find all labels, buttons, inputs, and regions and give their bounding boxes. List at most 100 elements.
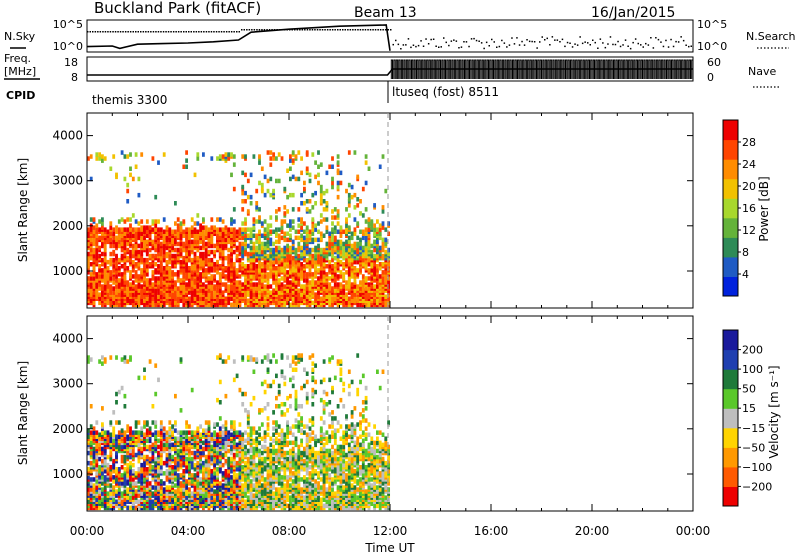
power-cell <box>115 229 118 234</box>
power-cell <box>255 188 259 194</box>
nsearch-dot <box>102 31 104 33</box>
power-cell <box>283 245 287 251</box>
nsearch-dot <box>566 41 569 44</box>
power-cell <box>333 229 337 234</box>
velocity-cell <box>182 469 186 474</box>
power-cell <box>300 225 304 230</box>
nsearch-dot <box>172 31 175 33</box>
power-cell <box>95 233 99 238</box>
velocity-cell <box>115 450 118 456</box>
colorbar-tick-label: 28 <box>742 136 756 149</box>
power-cell <box>291 282 295 287</box>
power-cell <box>266 178 270 184</box>
velocity-cell <box>148 481 152 486</box>
velocity-cell <box>151 503 155 509</box>
power-cell <box>308 272 312 277</box>
power-cell <box>283 237 287 243</box>
power-cell <box>314 237 318 243</box>
power-cell <box>168 227 172 232</box>
velocity-cell <box>129 495 132 500</box>
nsearch-dot <box>397 43 400 46</box>
velocity-cell <box>174 446 177 452</box>
velocity-cell <box>145 428 149 433</box>
power-cell <box>260 186 264 192</box>
nsearch-dot <box>642 46 644 48</box>
power-cell <box>308 233 312 238</box>
power-cell <box>308 172 312 178</box>
power-cell <box>280 235 284 241</box>
power-cell <box>207 227 211 232</box>
nsearch-dot <box>662 45 665 48</box>
power-cell <box>196 255 200 261</box>
power-cell <box>92 276 96 281</box>
power-cell <box>176 217 180 222</box>
power-cell <box>123 286 127 291</box>
power-cell <box>300 170 304 176</box>
power-cell <box>350 262 354 267</box>
power-cell <box>384 237 388 243</box>
velocity-cell <box>134 452 138 458</box>
power-cell <box>188 266 191 271</box>
power-cell <box>159 227 163 232</box>
power-cell <box>263 192 267 198</box>
power-cell <box>333 207 337 212</box>
power-cbar-label: Power [dB] <box>757 176 771 241</box>
power-cell <box>227 259 231 265</box>
power-cell <box>134 231 138 236</box>
power-cell <box>297 253 301 259</box>
power-cell <box>347 270 351 275</box>
colorbar-tick-label: 12 <box>742 224 756 237</box>
nsearch-dot <box>571 46 574 48</box>
velocity-cell <box>143 462 146 468</box>
power-cell <box>101 225 104 230</box>
power-cell <box>106 294 110 299</box>
velocity-cell <box>159 440 163 446</box>
nsearch-dot <box>362 29 364 31</box>
velocity-cell <box>120 385 124 391</box>
power-cell <box>311 278 315 283</box>
velocity-cell <box>126 487 130 492</box>
velocity-cell <box>95 485 99 490</box>
power-cell <box>131 280 135 285</box>
power-cell <box>134 292 138 297</box>
power-cell <box>176 255 180 261</box>
power-cell <box>384 276 388 281</box>
power-cell <box>235 268 239 273</box>
nsearch-dot <box>559 41 561 43</box>
power-cell <box>103 156 107 161</box>
power-cell <box>190 233 194 238</box>
velocity-cell <box>148 444 152 450</box>
power-cell <box>300 217 304 222</box>
velocity-cell <box>117 389 121 395</box>
power-cell <box>314 245 318 251</box>
power-cell <box>103 257 107 263</box>
power-cell <box>322 199 326 204</box>
nsearch-dot <box>670 38 672 41</box>
power-cell <box>171 245 175 251</box>
velocity-cell <box>196 481 200 486</box>
power-cell <box>289 233 292 238</box>
nsearch-dot <box>183 31 185 33</box>
velocity-cell <box>143 420 146 425</box>
nsearch-dot <box>501 39 503 42</box>
power-cell <box>244 199 247 204</box>
power-cell <box>252 257 256 263</box>
power-cell <box>275 239 278 245</box>
velocity-cell <box>207 426 211 431</box>
power-cell <box>269 192 273 198</box>
power-cell <box>140 294 144 299</box>
velocity-cell <box>162 471 166 476</box>
power-cell <box>361 253 365 259</box>
nsearch-dot <box>536 47 538 49</box>
velocity-cell <box>98 456 102 462</box>
power-cell <box>342 294 346 299</box>
nsearch-dot <box>326 29 329 31</box>
power-cell <box>171 237 175 243</box>
velocity-cell <box>103 475 107 480</box>
velocity-cell <box>126 495 130 500</box>
power-cell <box>145 225 149 230</box>
power-cell <box>241 184 245 190</box>
power-cell <box>314 174 318 180</box>
power-cell <box>137 192 141 198</box>
power-cell <box>275 156 278 161</box>
